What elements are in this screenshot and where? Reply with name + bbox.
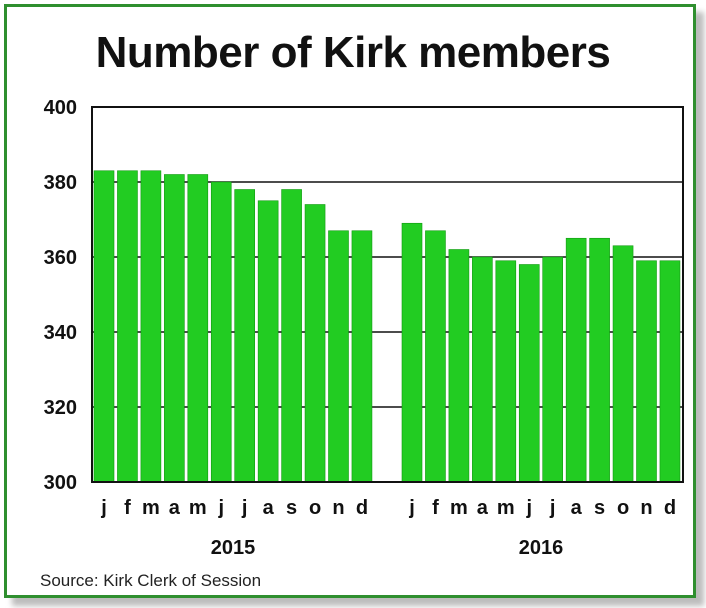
- bar: [565, 237, 587, 483]
- x-tick-label: n: [332, 497, 344, 519]
- x-tick-label: m: [142, 497, 160, 519]
- bar: [589, 237, 610, 483]
- x-tick-label: m: [450, 497, 468, 519]
- bar: [304, 204, 326, 483]
- y-tick-label: 380: [44, 172, 77, 194]
- x-tick-label: j: [217, 497, 224, 519]
- y-tick-label: 320: [44, 397, 77, 419]
- bar: [472, 256, 493, 483]
- x-tick-label: j: [549, 497, 556, 519]
- y-tick-label: 400: [44, 97, 77, 119]
- bar: [518, 264, 540, 483]
- bar: [495, 260, 517, 483]
- x-tick-label: j: [100, 497, 107, 519]
- x-tick-label: j: [408, 497, 415, 519]
- x-tick-label: s: [286, 497, 297, 519]
- year-label: 2016: [519, 537, 564, 559]
- x-tick-label: f: [432, 497, 439, 519]
- y-tick-label: 360: [44, 247, 77, 269]
- chart-title: Number of Kirk members: [95, 28, 611, 77]
- bar: [257, 200, 279, 483]
- x-tick-label: n: [640, 497, 652, 519]
- x-tick-label: a: [571, 497, 583, 519]
- bar: [187, 174, 209, 483]
- bar: [401, 222, 423, 483]
- y-tick-label: 300: [44, 472, 77, 494]
- bar: [636, 260, 657, 483]
- x-tick-label: o: [617, 497, 629, 519]
- bar: [448, 249, 470, 483]
- bar: [93, 170, 115, 483]
- x-tick-label: a: [263, 497, 275, 519]
- bar: [351, 230, 373, 483]
- bar: [117, 170, 138, 483]
- x-tick-label: m: [497, 497, 515, 519]
- bar: [328, 230, 349, 483]
- x-tick-label: d: [356, 497, 368, 519]
- x-tick-label: a: [169, 497, 181, 519]
- x-tick-label: j: [241, 497, 248, 519]
- source-note: Source: Kirk Clerk of Session: [40, 571, 262, 590]
- bar: [140, 170, 162, 483]
- x-tick-label: f: [124, 497, 131, 519]
- x-tick-label: s: [594, 497, 605, 519]
- year-label: 2015: [211, 537, 256, 559]
- bar: [234, 189, 255, 483]
- bar: [612, 245, 634, 483]
- x-tick-label: d: [664, 497, 676, 519]
- y-tick-label: 340: [44, 322, 77, 344]
- x-tick-label: m: [189, 497, 207, 519]
- bar: [210, 181, 232, 483]
- bar: [425, 230, 446, 483]
- bar: [542, 256, 564, 483]
- bar: [164, 174, 185, 483]
- x-tick-label: a: [477, 497, 489, 519]
- bar: [281, 189, 302, 483]
- bar: [659, 260, 681, 483]
- x-tick-label: o: [309, 497, 321, 519]
- x-tick-label: j: [525, 497, 532, 519]
